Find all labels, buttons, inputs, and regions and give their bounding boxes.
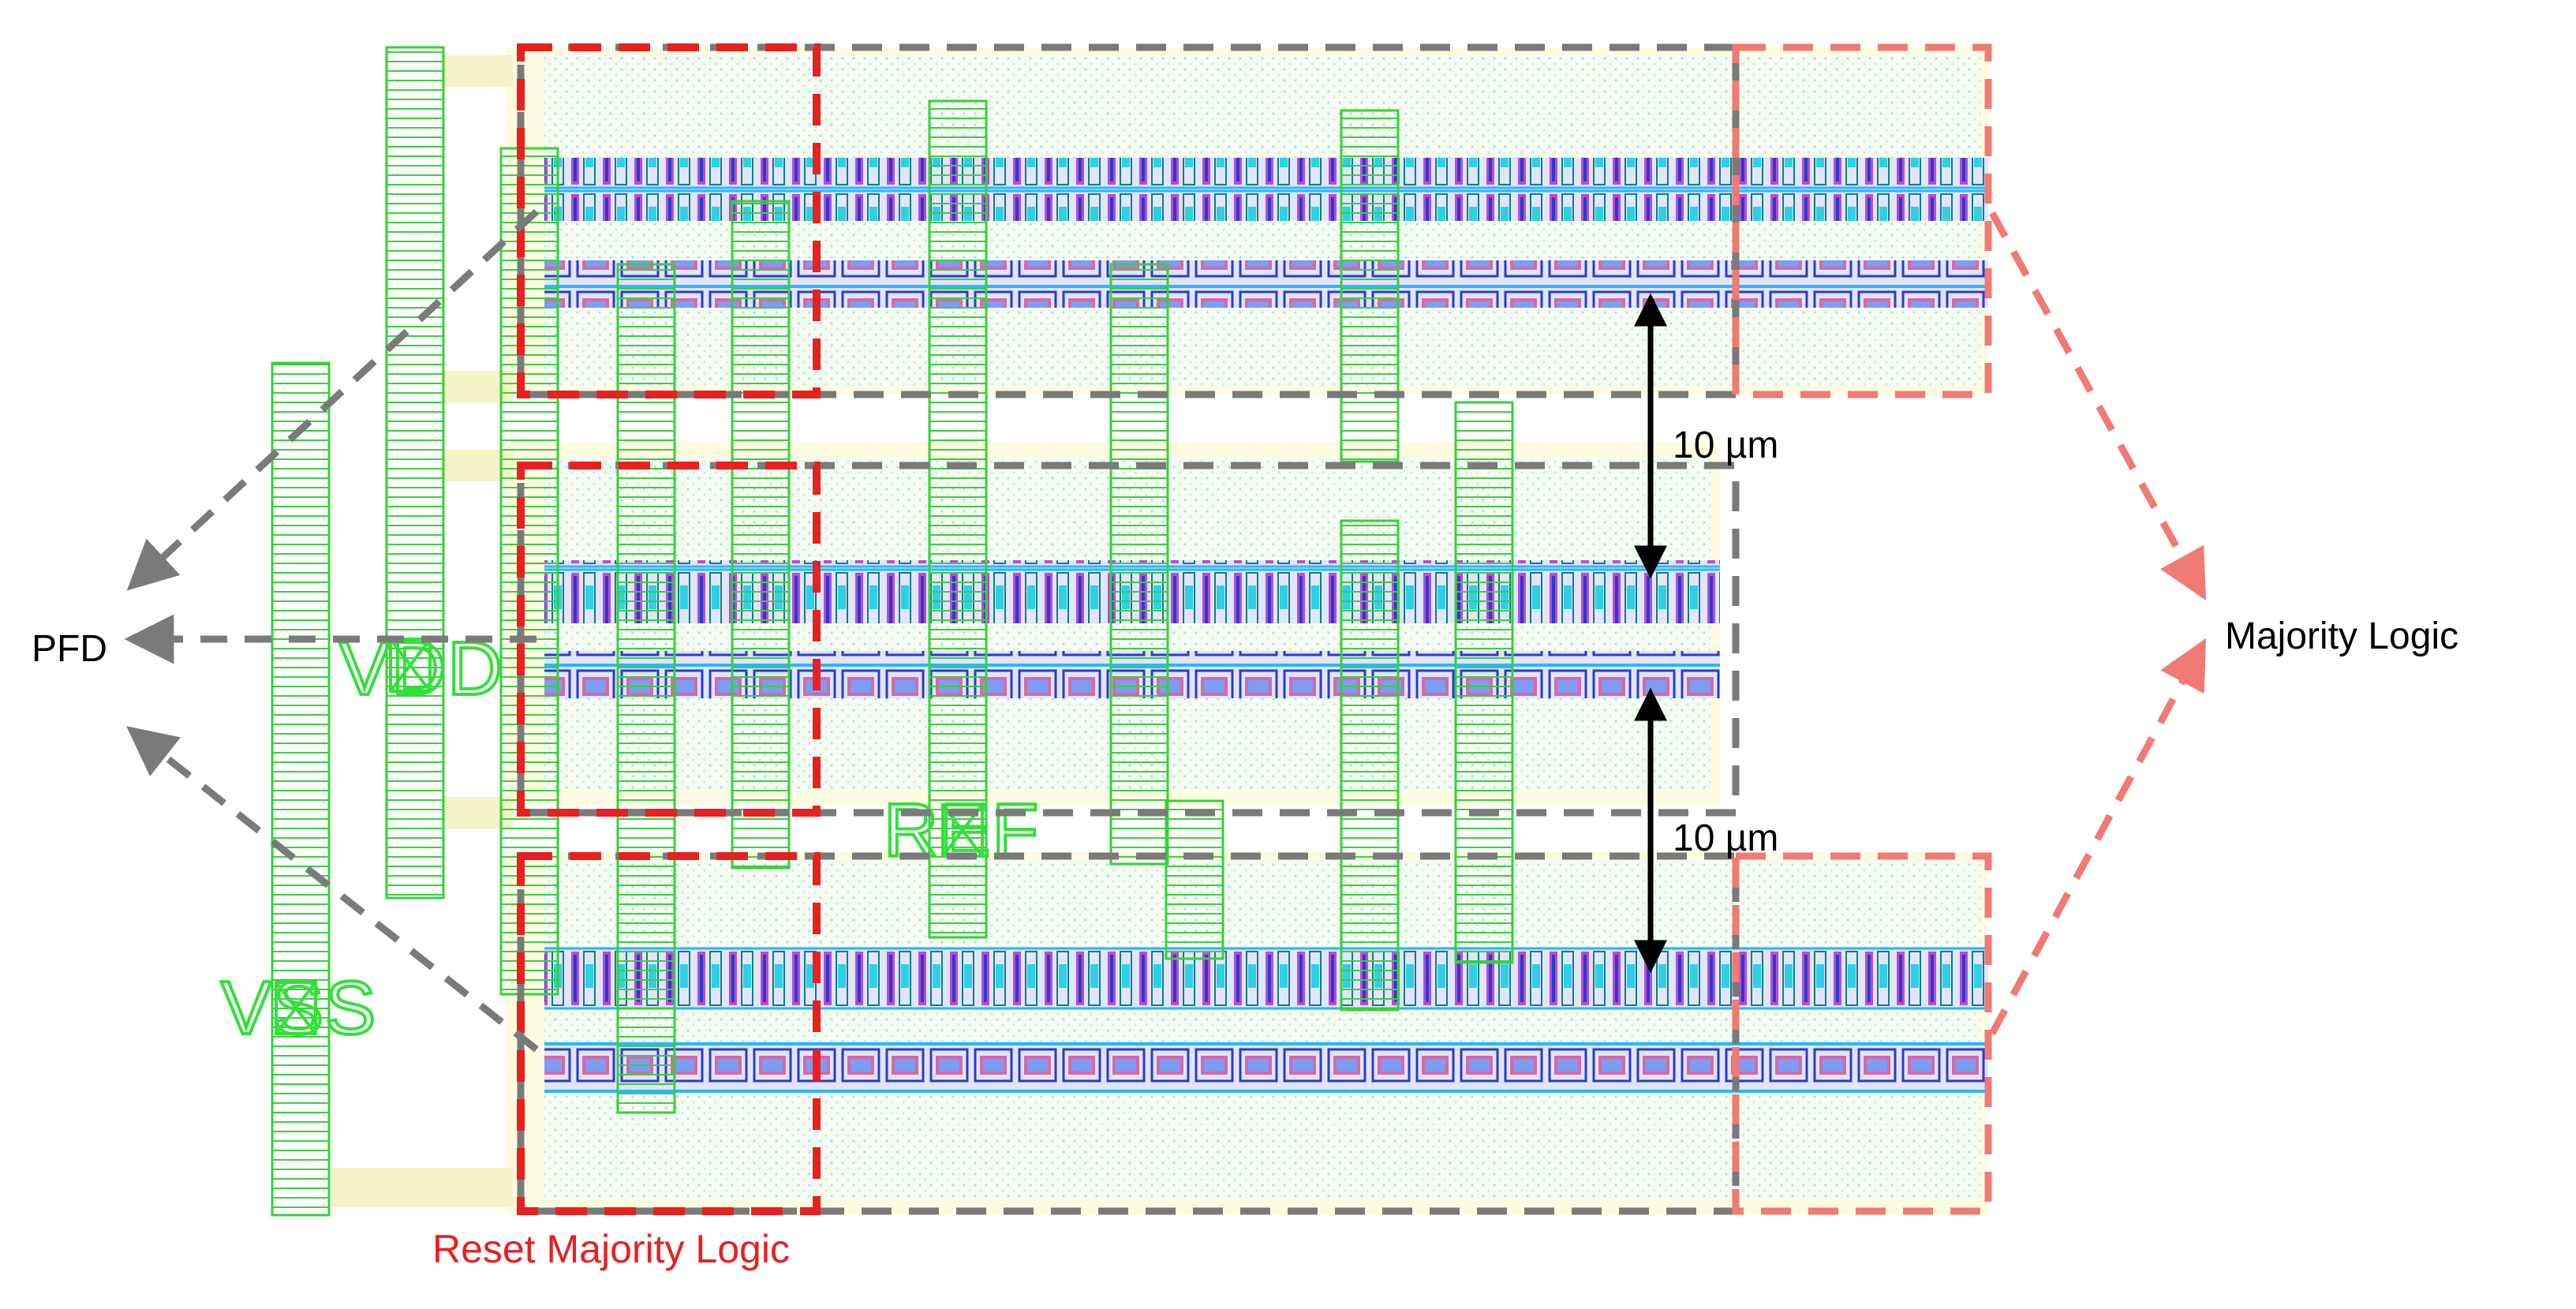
- reset-majority-logic-block-top: [517, 43, 821, 398]
- reset-majority-logic-blocks: [517, 43, 821, 1215]
- pfd-label: PFD: [32, 628, 107, 670]
- vss-pin-marker: [275, 981, 317, 1035]
- reset-majority-logic-block-bot: [517, 852, 821, 1215]
- spacing-label-bottom: 10 µm: [1673, 817, 1778, 859]
- metal-straps: [271, 46, 1514, 1217]
- cell-row-bot-lower: [544, 1042, 1988, 1093]
- majority-logic-block-top: [1732, 43, 1992, 398]
- majority-logic-blocks: [1732, 43, 1992, 1215]
- majority-logic-arrows: [1989, 211, 2207, 1036]
- vdd-pin-marker: [389, 638, 432, 693]
- vss-pin-label: VSS: [221, 966, 377, 1050]
- pfd-block-top: [517, 43, 1740, 398]
- majority-logic-label: Majority Logic: [2225, 615, 2458, 657]
- pfd-arrows: [124, 208, 540, 1053]
- spacing-label-top: 10 µm: [1673, 424, 1778, 466]
- majority-logic-block-bot: [1732, 852, 1992, 1215]
- reset-majority-logic-block-mid: [517, 462, 821, 817]
- reset-majority-logic-label: Reset Majority Logic: [432, 1227, 790, 1271]
- cell-row-bot-upper: [544, 947, 1988, 1010]
- annotation-labels: PFD Majority Logic Reset Majority Logic …: [32, 424, 2458, 1271]
